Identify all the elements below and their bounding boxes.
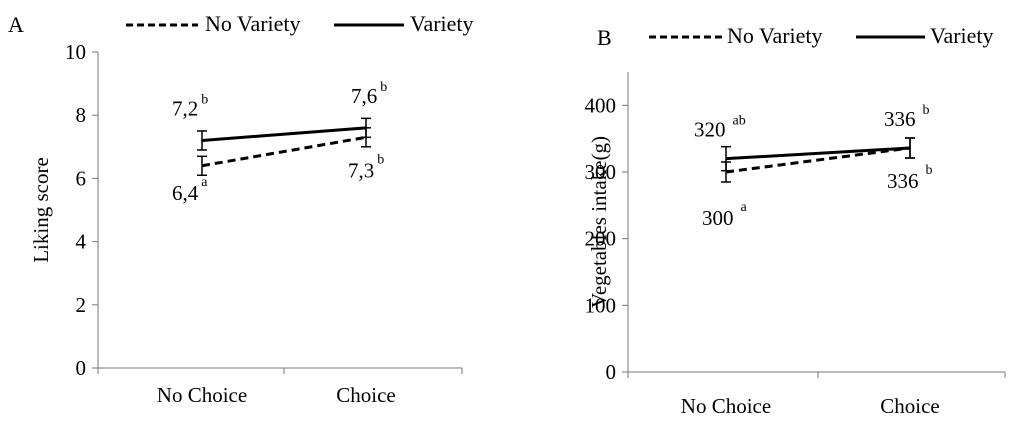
legend-label: Variety [410,11,474,36]
legend-label: No Variety [205,11,301,36]
x-tick-label: No Choice [681,394,771,418]
chart-panel-a: A 0 2 4 6 8 10 No Choice Choice Liking score No Va… [8,11,474,407]
series-line [725,146,911,161]
y-tick-label: 8 [76,103,87,127]
data-label-value: 336 [887,169,919,193]
data-label: 300 a [702,200,748,230]
data-label: 336 b [884,103,930,131]
data-label: 7,3 b [348,152,384,182]
y-tick-label: 300 [585,160,617,184]
data-label-value: 7,2 [172,96,198,120]
legend: No Variety Variety [649,23,994,48]
x-tick-label: Choice [336,383,395,407]
data-label-value: 7,6 [351,84,377,108]
y-tick-label: 2 [76,293,87,317]
y-tick-label: 6 [76,166,87,190]
x-tick-label: No Choice [157,383,247,407]
chart-panel-b: B 0 100 200 300 400 No Choice Choice Vegetables … [585,23,1006,418]
data-label: 7,2 b [172,92,208,120]
series-line [201,126,367,142]
data-label: 336 b [887,163,933,193]
data-label: 320 ab [694,114,746,142]
data-label-letter: b [377,152,384,167]
data-label-letter: b [380,80,387,95]
y-tick-label: 0 [76,356,87,380]
series-line [725,146,911,174]
panel-letter: B [597,25,612,50]
series-variety: 320 ab 336 b [694,103,930,172]
series-no-variety: 300 a 336 b [702,137,933,230]
data-label: 7,6 b [351,80,387,108]
legend-label: No Variety [727,23,823,48]
data-label: 6,4 a [172,175,208,205]
panel-letter: A [8,12,24,37]
data-label-value: 6,4 [172,181,199,205]
y-tick-label: 200 [585,227,617,251]
data-label-letter: a [201,175,208,190]
x-tick-label: Choice [880,394,939,418]
data-label-value: 320 [694,118,726,142]
series-no-variety: 6,4 a 7,3 b [172,127,384,205]
data-label-letter: a [741,200,748,215]
data-label-letter: b [923,103,930,118]
series-variety: 7,2 b 7,6 b [172,80,387,151]
y-axis-label: Liking score [29,157,53,263]
series-line [201,135,367,168]
data-label-value: 336 [884,107,916,131]
data-label-value: 300 [702,206,734,230]
y-tick-label: 0 [606,360,617,384]
legend-label: Variety [930,23,994,48]
y-axis-label: Vegetables intake(g) [587,136,611,308]
y-tick-label: 10 [65,40,86,64]
data-label-letter: ab [733,114,746,129]
y-tick-label: 100 [585,293,617,317]
y-tick-label: 400 [585,93,617,117]
data-label-letter: b [201,92,208,107]
data-label-letter: b [926,163,933,178]
data-label-value: 7,3 [348,158,374,182]
legend: No Variety Variety [126,11,474,36]
y-tick-label: 4 [76,230,87,254]
